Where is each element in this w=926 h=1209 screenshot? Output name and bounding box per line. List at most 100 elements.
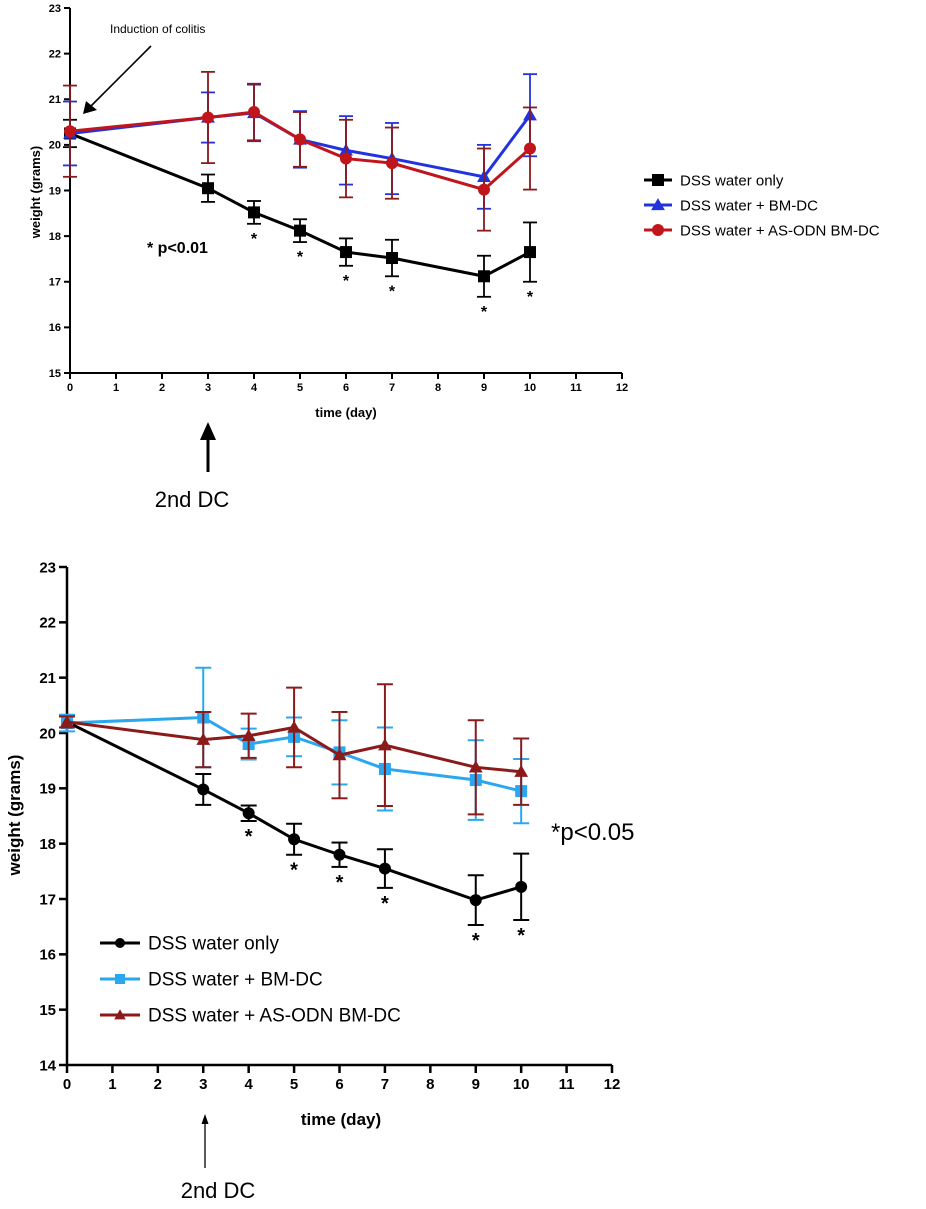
chart-1-significance-label: * p<0.01 <box>147 240 208 257</box>
chart-2-x-tick-label: 12 <box>604 1076 621 1093</box>
chart-1-x-tick-label: 4 <box>251 382 258 394</box>
chart-2-legend-marker-icon <box>115 974 125 984</box>
induction-arrow-icon <box>83 45 152 114</box>
chart-1-x-tick-label: 0 <box>67 382 73 394</box>
chart-2-ylabel: weight (grams) <box>5 755 24 877</box>
chart-2-legend-marker-icon <box>114 1009 126 1020</box>
chart-2-y-tick-label: 16 <box>39 947 56 964</box>
chart-1-series-3 <box>63 70 537 232</box>
chart-1-data-point <box>386 252 398 265</box>
chart-2-data-point <box>288 833 301 846</box>
chart-2-data-point <box>378 738 392 751</box>
chart-2-x-tick-label: 1 <box>108 1076 116 1093</box>
chart-2-y-tick-label: 17 <box>39 891 56 908</box>
chart-1-data-point <box>524 246 536 259</box>
chart-2-significance-star: * <box>517 925 525 947</box>
chart-2-2nd-dc-arrow-icon <box>201 1114 209 1168</box>
chart-1-x-tick-label: 6 <box>343 382 349 394</box>
chart-2-series-3 <box>59 683 530 816</box>
chart-1-data-point <box>294 133 306 146</box>
chart-1-y-tick-label: 21 <box>49 94 61 106</box>
chart-2-data-point <box>333 848 346 861</box>
chart-2-series-line <box>66 715 522 793</box>
chart-2-data-point <box>242 807 255 820</box>
chart-1-series-line <box>69 132 531 278</box>
chart-1-significance-star: * <box>297 249 304 266</box>
chart-2-data-point <box>287 720 301 733</box>
chart-1-x-tick-label: 10 <box>524 382 536 394</box>
chart-2-legend: DSS water only DSS water + BM-DC DSS water… <box>100 934 401 1027</box>
chart-1-y-tick-label: 18 <box>49 231 61 243</box>
chart-2-y-tick-label: 14 <box>39 1057 56 1074</box>
chart-1-significance-star: * <box>343 273 350 290</box>
chart-2-series-line <box>66 720 522 774</box>
chart-1-data-point <box>248 206 260 219</box>
chart-2-x-tick-label: 10 <box>513 1076 530 1093</box>
chart-1-legend: DSS water only DSS water + BM-DC DSS water… <box>644 172 880 239</box>
chart-1-y-tick-label: 22 <box>49 48 61 60</box>
chart-2-y-tick-label: 18 <box>39 836 56 853</box>
chart-1-legend-label: DSS water + BM-DC <box>680 197 818 214</box>
chart-2-y-tick-label: 19 <box>39 781 56 798</box>
chart-2-legend-item: DSS water only <box>100 934 279 955</box>
chart-1-data-point <box>340 246 352 259</box>
chart-2-data-point <box>515 880 528 893</box>
chart-2-data-point <box>197 783 210 796</box>
chart-2-y-tick-label: 21 <box>39 670 56 687</box>
chart-1-xlabel: time (day) <box>315 405 376 420</box>
chart-1-x-tick-label: 9 <box>481 382 487 394</box>
chart-1-legend-item: DSS water + BM-DC <box>644 197 818 214</box>
chart-2-data-point <box>196 732 211 745</box>
chart-2-y-tick-label: 23 <box>39 559 56 576</box>
chart-1-x-tick-label: 11 <box>570 382 582 394</box>
chart-1-x-tick-label: 12 <box>616 382 628 394</box>
chart-1-data-point <box>386 157 398 170</box>
chart-1-legend-label: DSS water + AS-ODN BM-DC <box>680 222 880 239</box>
chart-2-y-tick-label: 22 <box>39 615 56 632</box>
chart-1-legend-label: DSS water only <box>680 172 784 189</box>
chart-2-x-tick-label: 3 <box>199 1076 207 1093</box>
chart-1-data-point <box>202 111 214 124</box>
chart-1-2nd-dc-label: 2nd DC <box>155 487 230 512</box>
chart-1-data-point <box>64 125 76 138</box>
chart-1-data-point <box>340 152 352 165</box>
chart-2-legend-label: DSS water only <box>148 934 279 955</box>
chart-1-significance-star: * <box>527 289 534 306</box>
chart-1-legend-marker-icon <box>652 174 664 186</box>
chart-1-y-tick-label: 16 <box>49 322 61 334</box>
chart-1-data-point <box>478 183 490 196</box>
chart-1-x-tick-label: 2 <box>159 382 165 394</box>
chart-1-y-tick-label: 15 <box>49 368 61 380</box>
chart-2-significance-star: * <box>290 860 298 882</box>
chart-1-ylabel: weight (grams) <box>28 146 43 239</box>
chart-2-data-point <box>468 760 483 773</box>
chart-1-legend-item: DSS water only <box>644 172 784 189</box>
chart-2-data-point <box>514 764 529 777</box>
chart-1-y-tick-label: 19 <box>49 185 61 197</box>
chart-2-x-tick-label: 9 <box>472 1076 480 1093</box>
chart-1-data-point <box>202 182 214 195</box>
chart-2-x-tick-label: 6 <box>335 1076 343 1093</box>
chart-2-data-point <box>378 862 391 875</box>
chart-1-y-tick-label: 23 <box>49 3 61 15</box>
chart-2-significance-star: * <box>336 872 344 894</box>
chart-1-legend-marker-icon <box>652 224 664 236</box>
chart-1-induction-annotation: Induction of colitis <box>110 22 205 36</box>
chart-2-data-point <box>60 715 74 728</box>
chart-1-significance-star: * <box>251 231 258 248</box>
chart-1-2nd-dc-arrow-icon <box>200 422 216 472</box>
chart-1-data-point <box>524 142 536 155</box>
chart-1-data-point <box>478 270 490 283</box>
chart-2-significance-label: *p<0.05 <box>551 819 634 846</box>
chart-2-x-tick-label: 7 <box>381 1076 389 1093</box>
chart-1-y-tick-label: 20 <box>49 140 61 152</box>
chart-1-legend-marker-icon <box>651 198 665 211</box>
chart-2-x-tick-label: 8 <box>426 1076 434 1093</box>
chart-2-series-line <box>66 720 522 902</box>
chart-2-x-tick-label: 5 <box>290 1076 298 1093</box>
